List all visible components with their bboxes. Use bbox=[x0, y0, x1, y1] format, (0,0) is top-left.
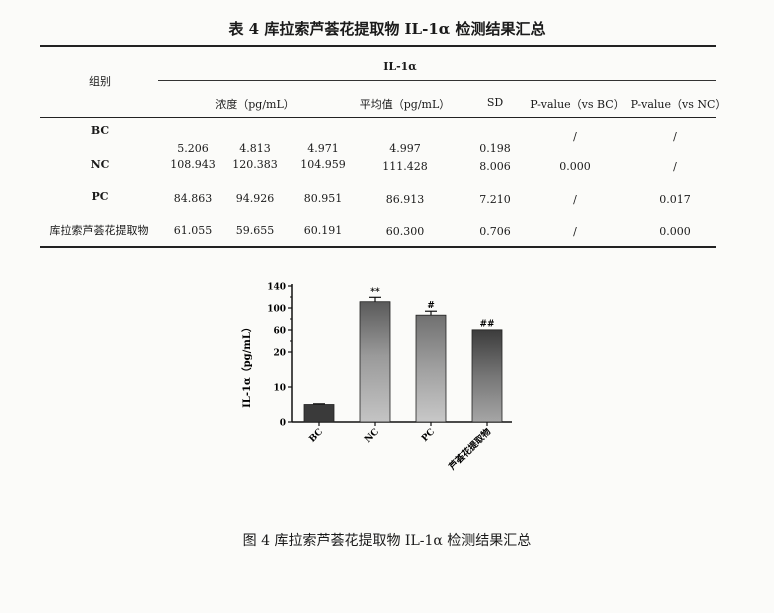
significance-mark: # bbox=[427, 301, 435, 311]
x-tick-label: NC bbox=[363, 427, 381, 445]
row-sd: 8.006 bbox=[479, 160, 511, 173]
significance-mark: ** bbox=[370, 287, 380, 297]
bar-PC bbox=[415, 314, 447, 423]
row-group: 库拉索芦荟花提取物 bbox=[49, 224, 149, 237]
row-value-3: 104.959 bbox=[300, 158, 346, 171]
significance-mark: ## bbox=[479, 319, 494, 329]
row-value-2: 94.926 bbox=[235, 192, 275, 205]
y-tick-label: 0 bbox=[280, 419, 286, 429]
y-tick-label: 10 bbox=[273, 384, 286, 394]
row-pvalue-bc: / bbox=[573, 130, 577, 143]
header-pvalue-bc: P-value（vs BC） bbox=[530, 98, 625, 111]
table-bottom-rule bbox=[40, 246, 716, 248]
bar-芦荟花提取物 bbox=[471, 329, 503, 423]
row-sd: 0.198 bbox=[479, 142, 511, 155]
row-value-3: 80.951 bbox=[303, 192, 343, 205]
row-pvalue-bc: / bbox=[573, 225, 577, 238]
figure-caption: 图 4 库拉索芦荟花提取物 IL-1α 检测结果汇总 bbox=[242, 533, 532, 549]
header-mean: 平均值（pg/mL） bbox=[359, 98, 451, 111]
row-group: BC bbox=[90, 124, 110, 137]
table-header-subrule bbox=[158, 80, 716, 81]
y-tick-label: 20 bbox=[273, 349, 286, 359]
header-il1a: IL-1α bbox=[383, 60, 417, 73]
y-axis-label: IL-1α（pg/mL） bbox=[240, 322, 253, 408]
row-pvalue-bc: / bbox=[573, 193, 577, 206]
row-mean: 4.997 bbox=[389, 142, 421, 155]
y-tick-label: 140 bbox=[267, 283, 286, 293]
row-pvalue-nc: / bbox=[673, 160, 677, 173]
row-pvalue-nc: 0.000 bbox=[659, 225, 691, 238]
il1a-bar-chart: 0 10 20 60 100 140 BC ** NC # PC ## 芦荟花提取物 IL-1α（pg… bbox=[240, 283, 512, 473]
table-header-rule bbox=[40, 117, 716, 118]
x-tick-label: 芦荟花提取物 bbox=[446, 426, 493, 473]
row-pvalue-nc: 0.017 bbox=[659, 193, 691, 206]
row-value-2: 59.655 bbox=[235, 224, 275, 237]
row-mean: 60.300 bbox=[385, 225, 425, 238]
row-sd: 0.706 bbox=[479, 225, 511, 238]
y-tick-label: 100 bbox=[267, 305, 286, 315]
table-title: 表 4 库拉索芦荟花提取物 IL-1α 检测结果汇总 bbox=[228, 20, 546, 38]
row-value-3: 4.971 bbox=[307, 142, 339, 155]
row-value-2: 4.813 bbox=[239, 142, 271, 155]
row-group: PC bbox=[91, 190, 109, 203]
y-tick-label: 60 bbox=[273, 327, 286, 337]
row-pvalue-bc: 0.000 bbox=[559, 160, 591, 173]
row-mean: 111.428 bbox=[382, 160, 428, 173]
bar-BC bbox=[303, 404, 335, 423]
x-tick-label: PC bbox=[420, 427, 437, 444]
row-sd: 7.210 bbox=[479, 193, 511, 206]
row-value-1: 84.863 bbox=[173, 192, 213, 205]
row-value-1: 5.206 bbox=[177, 142, 209, 155]
table-top-rule bbox=[40, 45, 716, 47]
row-value-2: 120.383 bbox=[232, 158, 278, 171]
header-group: 组别 bbox=[89, 75, 111, 88]
bar-NC bbox=[359, 301, 391, 423]
row-mean: 86.913 bbox=[385, 193, 425, 206]
row-value-1: 108.943 bbox=[170, 158, 216, 171]
header-pvalue-nc: P-value（vs NC） bbox=[630, 98, 727, 111]
row-pvalue-nc: / bbox=[673, 130, 677, 143]
row-value-1: 61.055 bbox=[173, 224, 213, 237]
x-tick-label: BC bbox=[307, 427, 325, 445]
row-group: NC bbox=[90, 158, 110, 171]
header-concentration: 浓度（pg/mL） bbox=[215, 98, 295, 111]
row-value-3: 60.191 bbox=[303, 224, 343, 237]
header-sd: SD bbox=[486, 96, 504, 109]
